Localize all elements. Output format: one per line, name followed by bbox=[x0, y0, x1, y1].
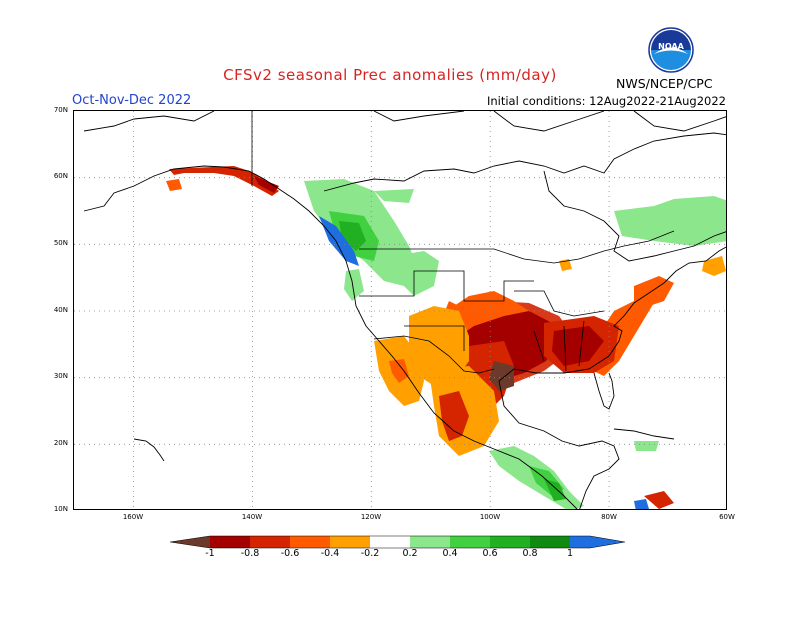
dry-nova-scotia bbox=[702, 256, 726, 276]
lon-label: 160W bbox=[122, 513, 144, 521]
wet-canada-patch bbox=[374, 189, 414, 203]
chart-title: CFSv2 seasonal Prec anomalies (mm/day) bbox=[223, 66, 557, 84]
colorbar-segment bbox=[450, 536, 490, 548]
noaa-logo: NOAA bbox=[648, 27, 694, 73]
lat-label: 10N bbox=[53, 505, 68, 513]
lon-label: 80W bbox=[601, 513, 617, 521]
wet-eastern-canada bbox=[614, 196, 726, 246]
colorbar-label: 0.4 bbox=[442, 548, 458, 559]
borders bbox=[251, 111, 675, 374]
colorbar-segment bbox=[250, 536, 290, 548]
logo-text: NOAA bbox=[658, 42, 684, 51]
lon-label: 100W bbox=[479, 513, 501, 521]
wet-montana bbox=[394, 251, 439, 296]
colorbar-label: 1 bbox=[566, 548, 574, 559]
map-grid bbox=[74, 111, 726, 509]
lon-label: 60W bbox=[719, 513, 735, 521]
lat-label: 50N bbox=[53, 239, 68, 247]
colorbar-label: -0.4 bbox=[320, 548, 340, 559]
lon-label: 140W bbox=[241, 513, 263, 521]
dry-baja-spot bbox=[389, 359, 409, 383]
colorbar-segment bbox=[530, 536, 570, 548]
lat-label: 30N bbox=[53, 372, 68, 380]
dry-central-us bbox=[454, 291, 529, 336]
colorbar-segment bbox=[330, 536, 370, 548]
dry-northeast bbox=[634, 276, 674, 306]
lat-label: 20N bbox=[53, 439, 68, 447]
dry-south-america-spot bbox=[644, 491, 674, 509]
dry-brown-spot bbox=[489, 361, 514, 391]
colorbar-segment-brown bbox=[170, 536, 210, 548]
colorbar-label: -0.2 bbox=[360, 548, 380, 559]
initial-conditions-label: Initial conditions: 12Aug2022-21Aug2022 bbox=[486, 94, 726, 108]
wet-pacific-nw-blue bbox=[319, 216, 359, 266]
map-canvas bbox=[74, 111, 726, 509]
colorbar-segment bbox=[370, 536, 410, 548]
colorbar-label: 0.2 bbox=[402, 548, 418, 559]
lat-label: 60N bbox=[53, 172, 68, 180]
coastlines bbox=[83, 111, 726, 509]
colorbar-label: -0.8 bbox=[240, 548, 260, 559]
wet-caribbean bbox=[634, 441, 659, 451]
precip-anomaly-map bbox=[73, 110, 727, 510]
colorbar-label: 0.6 bbox=[482, 548, 498, 559]
dry-alaska-core bbox=[254, 176, 279, 193]
colorbar-segment-blue bbox=[570, 536, 625, 548]
colorbar-segment bbox=[290, 536, 330, 548]
lon-label: 120W bbox=[360, 513, 382, 521]
lat-label: 70N bbox=[53, 106, 68, 114]
wet-south-america-blue bbox=[634, 499, 649, 509]
wet-oregon bbox=[344, 269, 364, 301]
dry-alaska-strip bbox=[169, 166, 279, 196]
organization-label: NWS/NCEP/CPC bbox=[616, 76, 713, 91]
wet-pacific-nw-dark bbox=[339, 221, 366, 251]
lat-label: 40N bbox=[53, 306, 68, 314]
colorbar-segment bbox=[210, 536, 250, 548]
colorbar-segment bbox=[410, 536, 450, 548]
colorbar-label: -0.6 bbox=[280, 548, 300, 559]
anomaly-fields bbox=[166, 166, 726, 509]
colorbar-label: -1 bbox=[205, 548, 215, 559]
colorbar-segment bbox=[490, 536, 530, 548]
dry-mexico-red bbox=[439, 391, 469, 441]
dry-alaska-spot bbox=[166, 179, 182, 191]
season-label: Oct-Nov-Dec 2022 bbox=[72, 93, 192, 108]
wet-central-america-dark bbox=[544, 479, 566, 501]
colorbar bbox=[170, 535, 626, 549]
colorbar-label: 0.8 bbox=[522, 548, 538, 559]
